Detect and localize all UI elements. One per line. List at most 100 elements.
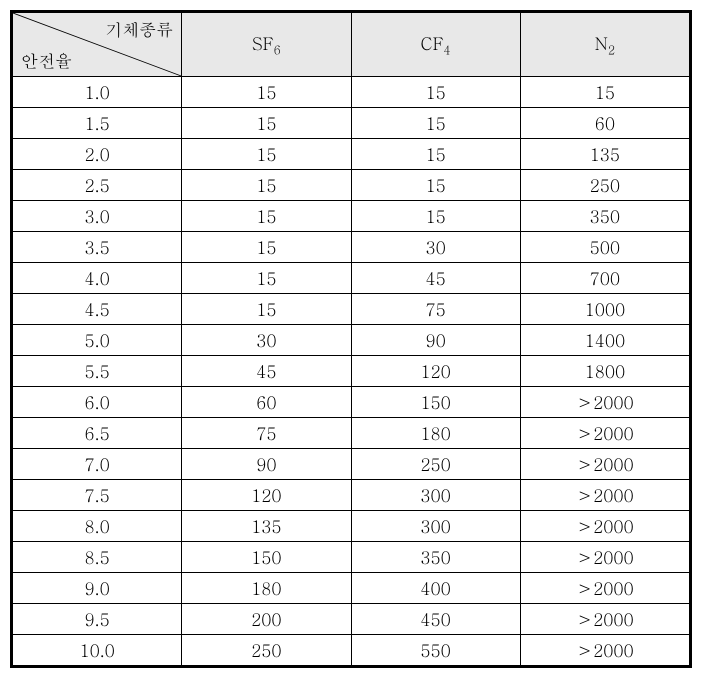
cell-value: 15 bbox=[351, 139, 520, 170]
cell-value: 15 bbox=[351, 170, 520, 201]
column-header-sf6: SF6 bbox=[182, 13, 351, 77]
cell-value: 45 bbox=[182, 356, 351, 387]
row-label: 3.5 bbox=[13, 232, 182, 263]
cell-value: ＞2000 bbox=[520, 511, 689, 542]
table-row: 2.01515135 bbox=[13, 139, 690, 170]
table-header: 기체종류 안전율 SF6 CF4 N2 bbox=[13, 13, 690, 77]
cell-value: 15 bbox=[520, 77, 689, 108]
cell-value: 15 bbox=[182, 232, 351, 263]
row-label: 2.5 bbox=[13, 170, 182, 201]
cell-value: 550 bbox=[351, 635, 520, 666]
cell-value: 300 bbox=[351, 480, 520, 511]
cell-value: 150 bbox=[182, 542, 351, 573]
column-header-n2: N2 bbox=[520, 13, 689, 77]
cell-value: 450 bbox=[351, 604, 520, 635]
table-row: 6.575180＞2000 bbox=[13, 418, 690, 449]
col-label-sub: 2 bbox=[608, 41, 615, 58]
cell-value: 60 bbox=[520, 108, 689, 139]
diagonal-bottom-label: 안전율 bbox=[21, 48, 72, 72]
row-label: 2.0 bbox=[13, 139, 182, 170]
col-label-base: N bbox=[595, 31, 608, 55]
cell-value: ＞2000 bbox=[520, 604, 689, 635]
row-label: 10.0 bbox=[13, 635, 182, 666]
table-row: 10.0250550＞2000 bbox=[13, 635, 690, 666]
cell-value: ＞2000 bbox=[520, 387, 689, 418]
row-label: 9.0 bbox=[13, 573, 182, 604]
gas-safety-table: 기체종류 안전율 SF6 CF4 N2 1.01515151.51515602.… bbox=[12, 12, 690, 666]
cell-value: 15 bbox=[182, 201, 351, 232]
cell-value: 15 bbox=[182, 294, 351, 325]
cell-value: ＞2000 bbox=[520, 418, 689, 449]
cell-value: 120 bbox=[182, 480, 351, 511]
cell-value: 120 bbox=[351, 356, 520, 387]
cell-value: 180 bbox=[351, 418, 520, 449]
row-label: 5.5 bbox=[13, 356, 182, 387]
table-row: 2.51515250 bbox=[13, 170, 690, 201]
row-label: 6.5 bbox=[13, 418, 182, 449]
table-body: 1.01515151.51515602.015151352.515152503.… bbox=[13, 77, 690, 666]
col-label-base: SF bbox=[252, 31, 274, 55]
cell-value: 500 bbox=[520, 232, 689, 263]
cell-value: 15 bbox=[182, 139, 351, 170]
row-label: 7.0 bbox=[13, 449, 182, 480]
table-row: 3.51530500 bbox=[13, 232, 690, 263]
cell-value: ＞2000 bbox=[520, 635, 689, 666]
cell-value: 250 bbox=[182, 635, 351, 666]
cell-value: 45 bbox=[351, 263, 520, 294]
cell-value: 200 bbox=[182, 604, 351, 635]
cell-value: 250 bbox=[520, 170, 689, 201]
column-header-cf4: CF4 bbox=[351, 13, 520, 77]
cell-value: 15 bbox=[182, 170, 351, 201]
row-label: 9.5 bbox=[13, 604, 182, 635]
table-row: 4.01545700 bbox=[13, 263, 690, 294]
cell-value: 15 bbox=[182, 108, 351, 139]
row-label: 3.0 bbox=[13, 201, 182, 232]
table-row: 5.5451201800 bbox=[13, 356, 690, 387]
cell-value: 1400 bbox=[520, 325, 689, 356]
cell-value: 75 bbox=[182, 418, 351, 449]
cell-value: ＞2000 bbox=[520, 480, 689, 511]
cell-value: 90 bbox=[182, 449, 351, 480]
cell-value: 150 bbox=[351, 387, 520, 418]
cell-value: 30 bbox=[351, 232, 520, 263]
cell-value: 1800 bbox=[520, 356, 689, 387]
row-label: 5.0 bbox=[13, 325, 182, 356]
col-label-base: CF bbox=[421, 31, 444, 55]
header-row: 기체종류 안전율 SF6 CF4 N2 bbox=[13, 13, 690, 77]
cell-value: 135 bbox=[520, 139, 689, 170]
row-label: 8.5 bbox=[13, 542, 182, 573]
cell-value: ＞2000 bbox=[520, 542, 689, 573]
cell-value: ＞2000 bbox=[520, 573, 689, 604]
cell-value: 15 bbox=[351, 201, 520, 232]
table-row: 1.0151515 bbox=[13, 77, 690, 108]
cell-value: 1000 bbox=[520, 294, 689, 325]
row-label: 4.0 bbox=[13, 263, 182, 294]
cell-value: 15 bbox=[351, 108, 520, 139]
row-label: 6.0 bbox=[13, 387, 182, 418]
cell-value: 400 bbox=[351, 573, 520, 604]
table-row: 3.01515350 bbox=[13, 201, 690, 232]
diagonal-top-label: 기체종류 bbox=[105, 17, 173, 41]
diagonal-header-cell: 기체종류 안전율 bbox=[13, 13, 182, 77]
cell-value: 700 bbox=[520, 263, 689, 294]
col-label-sub: 4 bbox=[444, 41, 451, 58]
cell-value: 350 bbox=[520, 201, 689, 232]
table-row: 8.0135300＞2000 bbox=[13, 511, 690, 542]
cell-value: 180 bbox=[182, 573, 351, 604]
cell-value: 135 bbox=[182, 511, 351, 542]
table-row: 4.515751000 bbox=[13, 294, 690, 325]
row-label: 4.5 bbox=[13, 294, 182, 325]
gas-safety-table-wrapper: 기체종류 안전율 SF6 CF4 N2 1.01515151.51515602.… bbox=[10, 10, 692, 668]
table-row: 1.5151560 bbox=[13, 108, 690, 139]
row-label: 1.0 bbox=[13, 77, 182, 108]
cell-value: 250 bbox=[351, 449, 520, 480]
row-label: 8.0 bbox=[13, 511, 182, 542]
cell-value: 15 bbox=[351, 77, 520, 108]
cell-value: 350 bbox=[351, 542, 520, 573]
cell-value: 300 bbox=[351, 511, 520, 542]
cell-value: 15 bbox=[182, 263, 351, 294]
cell-value: ＞2000 bbox=[520, 449, 689, 480]
table-row: 7.5120300＞2000 bbox=[13, 480, 690, 511]
col-label-sub: 6 bbox=[274, 41, 281, 58]
row-label: 7.5 bbox=[13, 480, 182, 511]
